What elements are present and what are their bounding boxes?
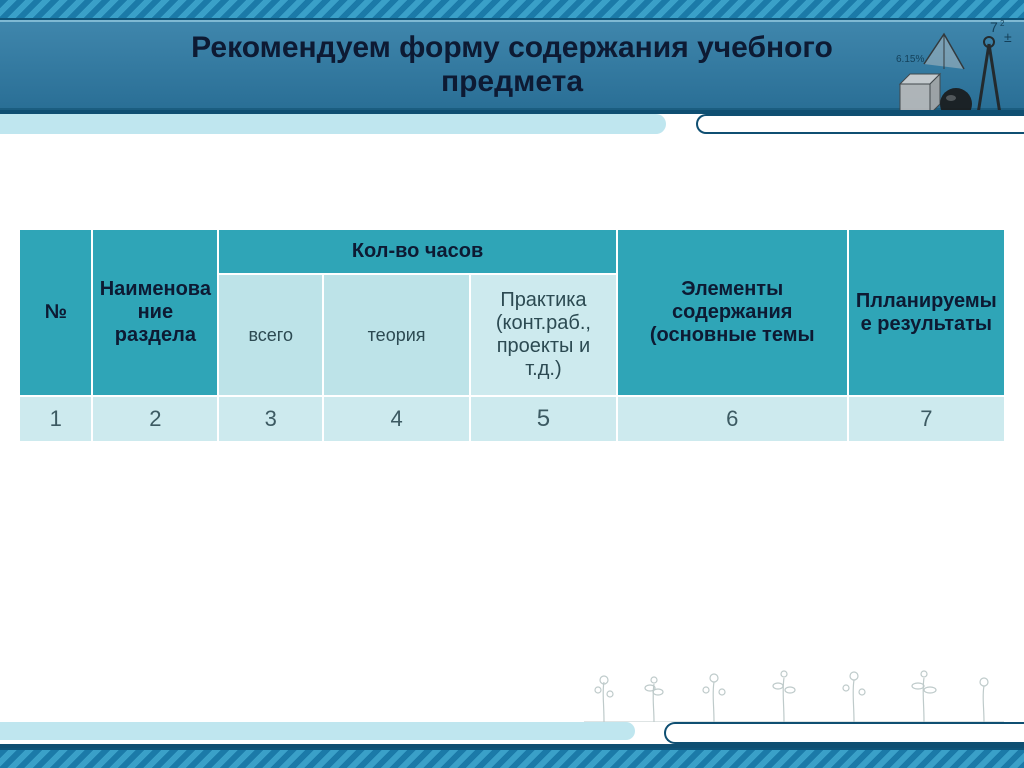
bottom-ribbon	[0, 722, 1024, 744]
title-band: Рекомендуем форму содержания учебного пр…	[0, 20, 1024, 110]
svg-text:2: 2	[1000, 19, 1005, 28]
under-ribbon-right	[696, 114, 1024, 134]
cell: 7	[848, 396, 1005, 442]
col-header-hours-group: Кол-во часов	[218, 229, 617, 274]
cell: 5	[470, 396, 617, 442]
svg-text:±: ±	[1004, 29, 1012, 45]
content-table-wrap: № Наименование раздела Кол-во часов Элем…	[0, 138, 1024, 443]
under-ribbon	[0, 110, 1024, 138]
cell: 2	[92, 396, 218, 442]
bottom-hatch-decor	[0, 748, 1024, 768]
page-title: Рекомендуем форму содержания учебного пр…	[0, 31, 1024, 100]
svg-text:7: 7	[990, 19, 998, 35]
footer	[0, 652, 1024, 768]
math-icons-decor: 6.15% 7 2 ±	[894, 14, 1014, 120]
col-subheader-theory: теория	[323, 274, 470, 396]
table-row: 1 2 3 4 5 6 7	[19, 396, 1005, 442]
cell: 3	[218, 396, 323, 442]
col-header-name: Наименование раздела	[92, 229, 218, 396]
col-header-num: №	[19, 229, 92, 396]
plant-decor	[0, 652, 1024, 722]
cell: 6	[617, 396, 848, 442]
svg-text:6.15%: 6.15%	[896, 54, 924, 65]
col-header-results: Плланируемые результаты	[848, 229, 1005, 396]
top-hatch-decor	[0, 0, 1024, 20]
col-header-elements: Элементы содержания (основные темы	[617, 229, 848, 396]
content-table: № Наименование раздела Кол-во часов Элем…	[18, 228, 1006, 443]
cell: 4	[323, 396, 470, 442]
cell: 1	[19, 396, 92, 442]
col-subheader-practice: Практика (конт.раб., проекты и т.д.)	[470, 274, 617, 396]
col-subheader-total: всего	[218, 274, 323, 396]
